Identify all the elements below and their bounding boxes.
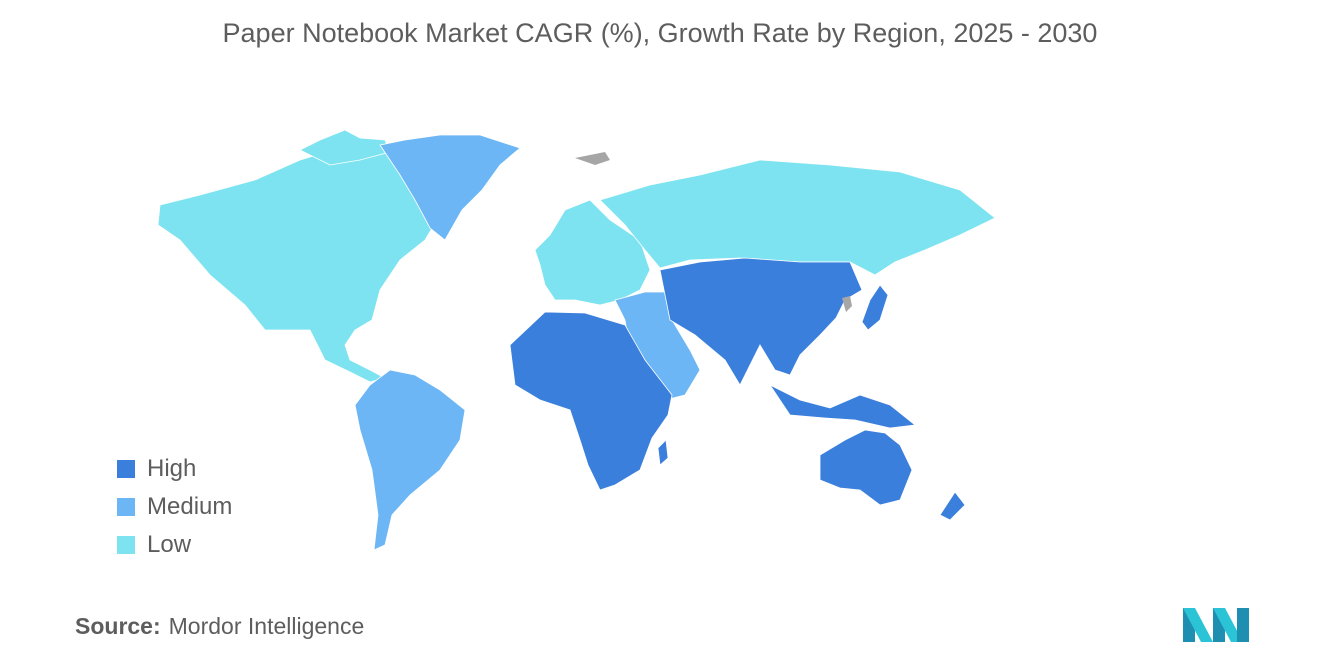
source-label: Source: xyxy=(75,613,161,639)
source-value: Mordor Intelligence xyxy=(168,613,365,639)
legend-label: Medium xyxy=(147,493,233,520)
region-africa xyxy=(509,311,673,491)
region-greenland xyxy=(379,134,521,241)
legend-item-medium: Medium xyxy=(117,488,232,526)
legend-label: High xyxy=(147,455,197,482)
chart-title: Paper Notebook Market CAGR (%), Growth R… xyxy=(222,18,1098,48)
region-new-zealand xyxy=(939,491,966,521)
legend-item-low: Low xyxy=(117,526,232,564)
region-south-america xyxy=(354,369,466,551)
source-note: Source: Mordor Intelligence xyxy=(75,613,364,640)
legend-label: Low xyxy=(147,531,192,558)
legend-item-high: High xyxy=(117,450,232,488)
region-southeast-asia-islands xyxy=(768,383,916,429)
legend: High Medium Low xyxy=(117,450,232,564)
legend-swatch-low xyxy=(117,536,135,554)
region-arctic-islands xyxy=(299,129,391,166)
region-russia xyxy=(599,159,996,276)
region-australia xyxy=(819,429,913,506)
region-madagascar xyxy=(657,439,669,466)
mordor-intelligence-logo-icon xyxy=(1183,608,1249,642)
region-asia-pacific xyxy=(659,257,863,386)
no-data-korea xyxy=(842,296,852,312)
legend-swatch-medium xyxy=(117,498,135,516)
region-japan xyxy=(861,284,889,331)
legend-swatch-high xyxy=(117,460,135,478)
no-data-svalbard xyxy=(575,152,610,165)
region-europe xyxy=(534,199,651,306)
region-north-america xyxy=(157,144,441,383)
